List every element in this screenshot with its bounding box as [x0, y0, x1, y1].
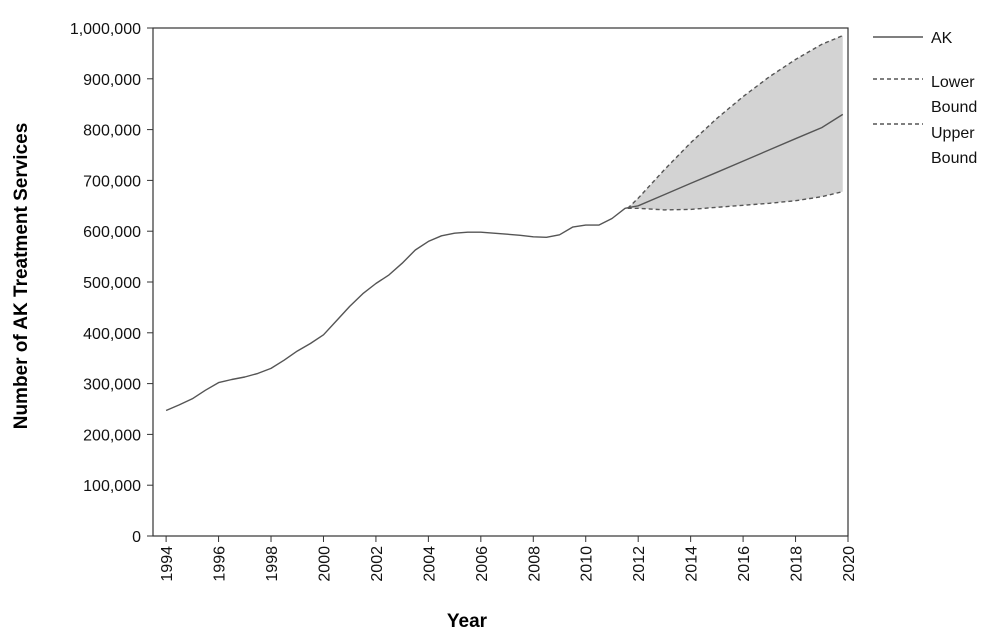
x-tick-label: 2014 [684, 546, 701, 582]
x-tick-label: 1996 [212, 546, 229, 582]
y-tick-label: 0 [132, 529, 141, 546]
x-tick-label: 2002 [369, 546, 386, 582]
y-tick-label: 900,000 [83, 72, 141, 89]
x-tick-label: 2016 [736, 546, 753, 582]
y-tick-label: 300,000 [83, 377, 141, 394]
legend-label-upper-bound: Upper Bound [931, 125, 977, 167]
confidence-band [627, 35, 843, 210]
x-tick-label: 2000 [316, 546, 333, 582]
x-axis-ticks: 1994 1996 1998 2000 2002 2004 2006 2008 2010 2012… [159, 536, 858, 582]
y-tick-label: 600,000 [83, 224, 141, 241]
x-tick-label: 2010 [579, 546, 596, 582]
series-line-upper-bound [627, 34, 844, 209]
x-axis-title: Year [447, 611, 488, 632]
x-tick-label: 1994 [159, 546, 176, 582]
x-tick-label: 2006 [474, 546, 491, 582]
y-tick-label: 200,000 [83, 427, 141, 444]
series-layer [165, 34, 844, 412]
y-tick-label: 700,000 [83, 173, 141, 190]
y-tick-label: 1,000,000 [70, 21, 141, 38]
confidence-band-layer [627, 35, 843, 210]
legend-label-lower-bound: Lower Bound [931, 74, 977, 116]
x-tick-label: 2018 [789, 546, 806, 582]
y-tick-label: 500,000 [83, 275, 141, 292]
x-tick-label: 1998 [264, 546, 281, 582]
legend-label-ak: AK [931, 30, 953, 47]
x-tick-label: 2008 [526, 546, 543, 582]
x-tick-label: 2020 [841, 546, 858, 582]
series-line-ak [165, 113, 844, 412]
series-line-lower-bound [627, 190, 843, 211]
y-tick-label: 400,000 [83, 326, 141, 343]
x-tick-label: 2012 [631, 546, 648, 582]
x-tick-label: 2004 [421, 546, 438, 582]
y-axis-title: Number of AK Treatment Services [11, 123, 32, 430]
y-tick-label: 100,000 [83, 478, 141, 495]
y-axis-ticks: 0 100,000 200,000 300,000 400,000 500,000 600,… [70, 21, 153, 546]
y-tick-label: 800,000 [83, 123, 141, 140]
legend: AK Lower Bound Upper Bound [873, 30, 977, 167]
